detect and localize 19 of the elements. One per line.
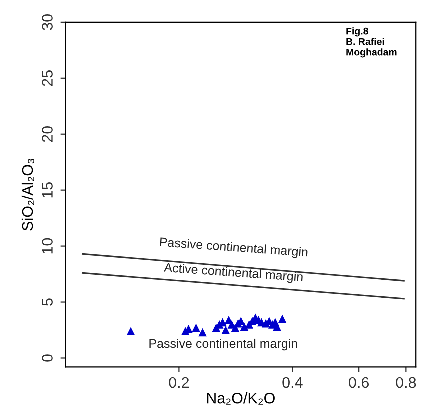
point [222, 326, 230, 334]
x-axis-title: Na₂O/K₂O [207, 392, 275, 405]
annotation: Fig.8 B. Rafiei Moghadam [346, 28, 397, 58]
y-tick-label: 10 [42, 238, 53, 254]
x-tick-label: 0.8 [396, 377, 416, 388]
annotation: Passive continental margin [150, 338, 298, 351]
x-tick-label: 0.2 [169, 377, 190, 388]
x-tick-label: 0.6 [349, 377, 370, 388]
y-tick-label: 25 [42, 70, 53, 86]
y-tick-label: 20 [42, 126, 53, 142]
y-tick-label: 0 [42, 354, 53, 362]
y-tick-label: 5 [42, 298, 53, 306]
annotation: Active continental margin [164, 262, 304, 284]
y-tick-label: 15 [42, 182, 53, 198]
y-axis-title: SiO₂/Al₂O₃ [22, 159, 34, 231]
annotation: Passive continental margin [160, 237, 308, 260]
x-tick-label: 0.4 [282, 377, 303, 388]
y-tick-label: 30 [42, 14, 53, 30]
point [278, 314, 287, 324]
